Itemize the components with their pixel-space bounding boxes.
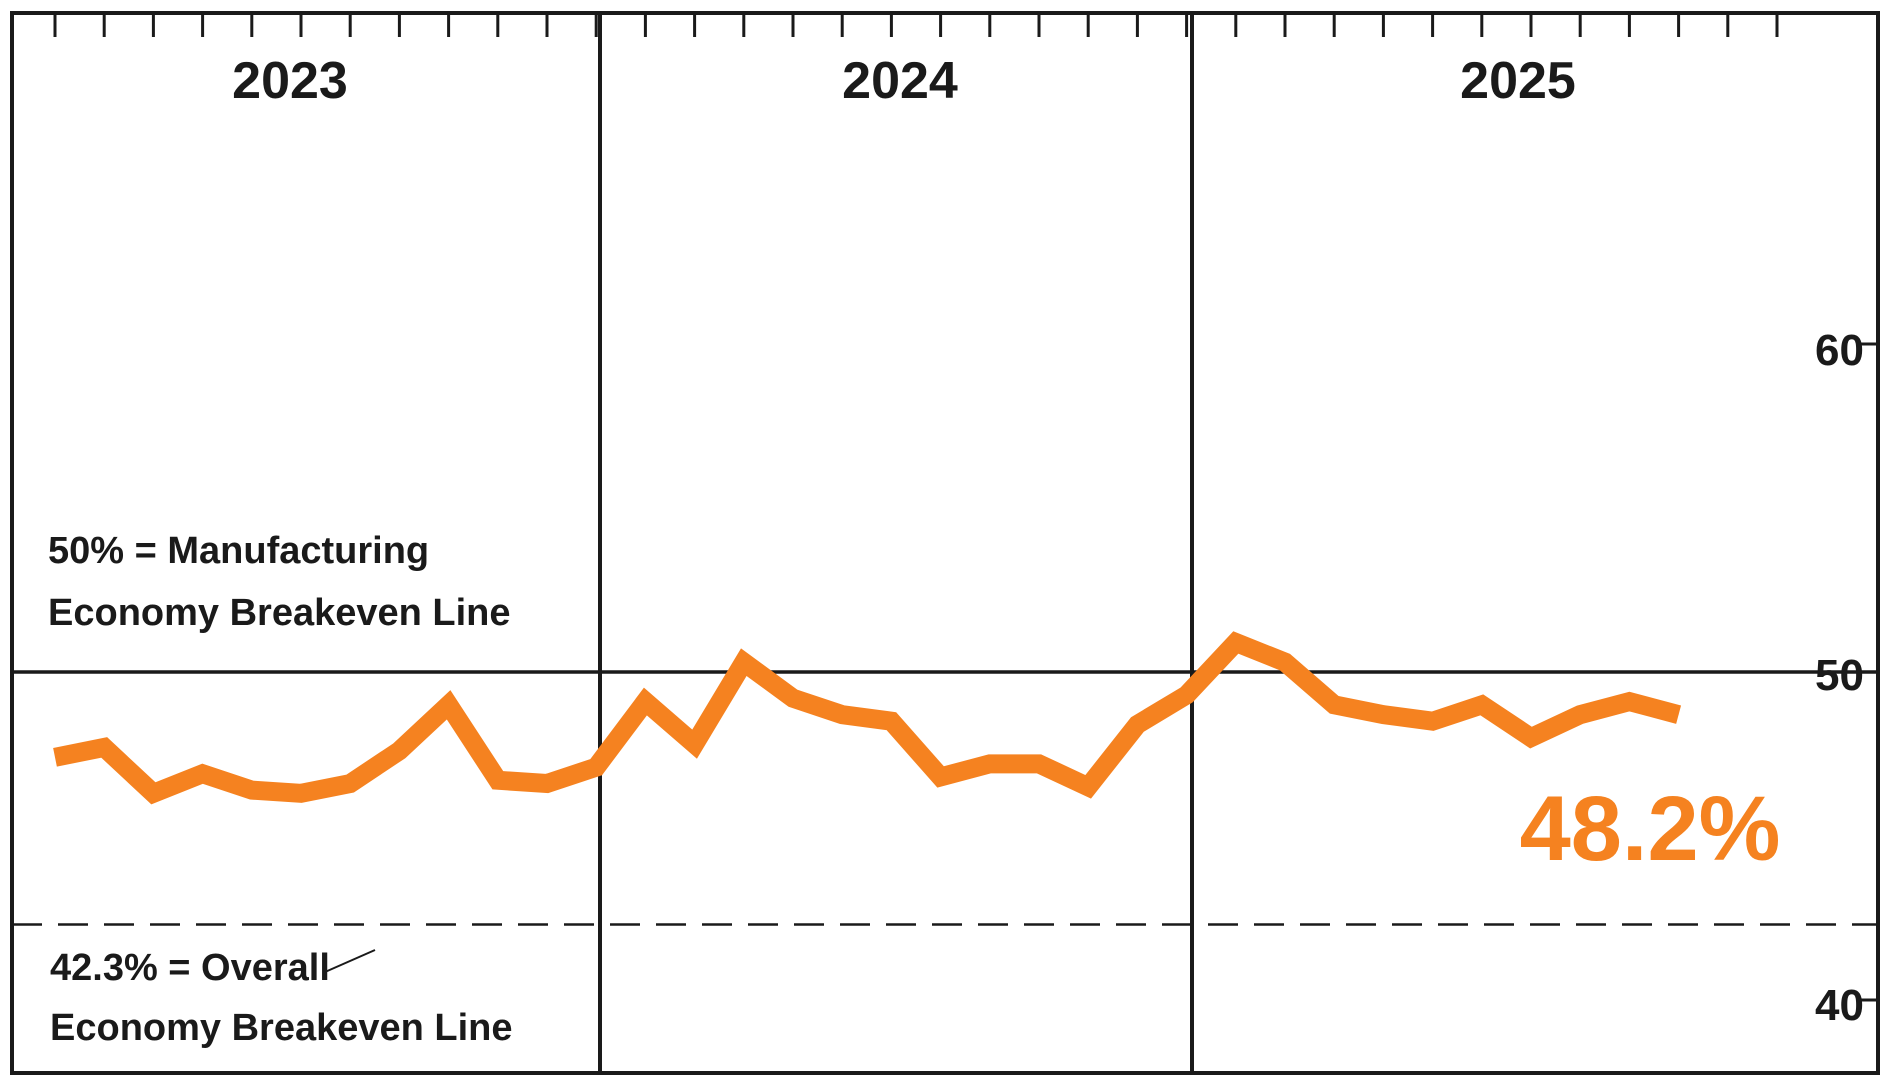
y-tick-label: 50 — [1815, 651, 1864, 700]
overall-breakeven-label-line1: 42.3% = Overall — [50, 947, 330, 989]
y-tick-label: 60 — [1815, 326, 1864, 375]
x-tick-label: 2025 — [1460, 52, 1576, 110]
y-tick-label: 40 — [1815, 981, 1864, 1030]
overall-label-leader-line — [325, 950, 375, 972]
manufacturing-breakeven-label-line1: 50% = Manufacturing — [48, 530, 429, 572]
series-line — [55, 642, 1679, 793]
latest-value-annotation: 48.2% — [1520, 778, 1781, 880]
series-layer — [55, 642, 1679, 793]
x-tick-label: 2023 — [232, 52, 348, 110]
overall-breakeven-label-line2: Economy Breakeven Line — [50, 1007, 513, 1049]
manufacturing-breakeven-label-line2: Economy Breakeven Line — [48, 592, 511, 634]
x-tick-label: 2024 — [842, 52, 958, 110]
label-layer: 2023 2024 2025 60 50 40 50% = Manufactur… — [48, 52, 1864, 1049]
